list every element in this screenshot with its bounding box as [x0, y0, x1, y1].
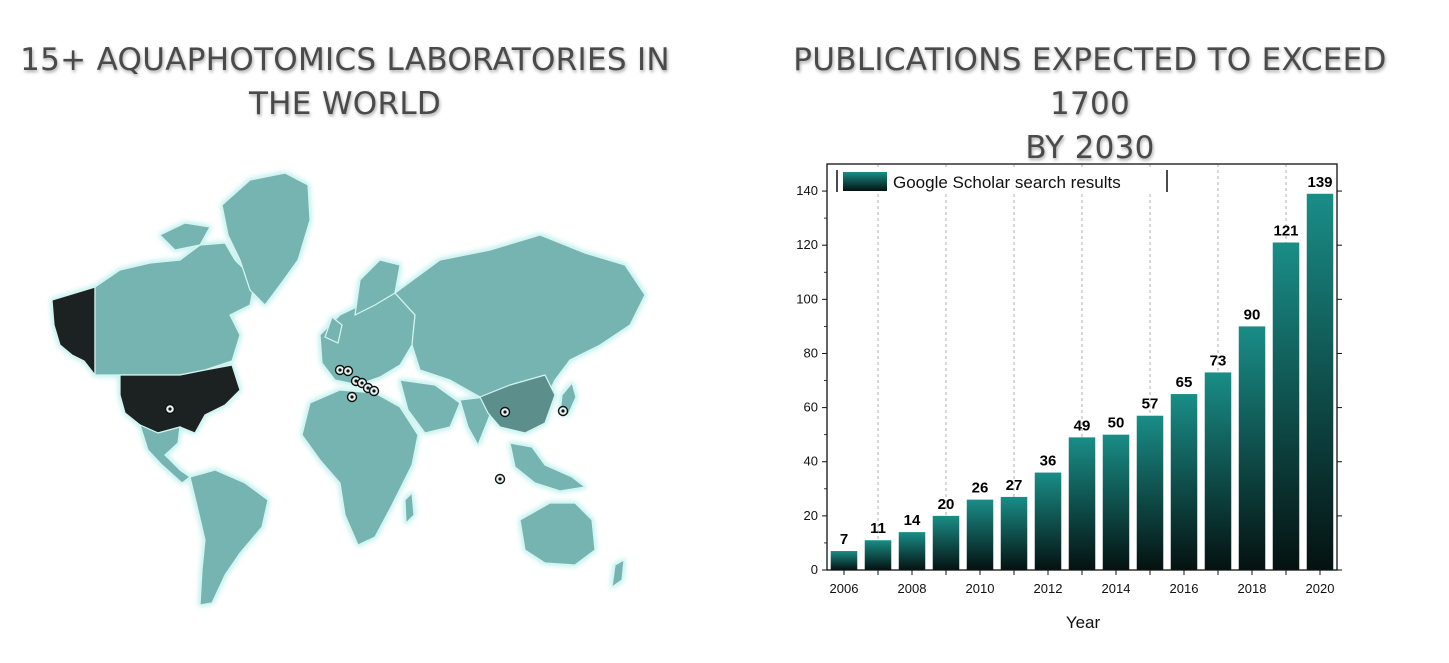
lab-marker-dot: [346, 369, 350, 373]
y-tick-label: 80: [804, 345, 818, 360]
russia-asia-region: [394, 234, 646, 406]
bar-2012: [1034, 472, 1062, 570]
lab-marker-dot: [338, 368, 342, 372]
alaska-region: [51, 286, 96, 377]
china-region: [479, 374, 556, 434]
data-label-2019: 121: [1273, 222, 1298, 239]
map-title: 15+ AQUAPHOTOMICS LABORATORIES IN THE WO…: [10, 38, 680, 126]
data-label-2018: 90: [1244, 306, 1261, 323]
bar-2014: [1102, 434, 1130, 570]
data-label-2017: 73: [1210, 352, 1227, 369]
chart-title-line-1: PUBLICATIONS EXPECTED TO EXCEED 1700: [793, 42, 1387, 122]
bar-2013: [1068, 437, 1096, 570]
new-zealand-region: [611, 558, 625, 589]
bar-2016: [1170, 394, 1198, 570]
arctic-islands: [158, 222, 211, 251]
southeast-asia-region: [509, 442, 587, 492]
data-label-2008: 14: [904, 512, 921, 529]
bar-2020: [1306, 193, 1334, 571]
chart-title: PUBLICATIONS EXPECTED TO EXCEED 1700 BY …: [750, 38, 1430, 170]
lab-marker-dot: [561, 409, 565, 413]
bar-2008: [898, 532, 926, 570]
scandinavia-region: [354, 259, 401, 317]
x-tick-label: 2010: [966, 581, 995, 596]
legend-label: Google Scholar search results: [893, 173, 1121, 192]
bar-2019: [1272, 242, 1300, 570]
bar-2017: [1204, 372, 1232, 570]
x-tick-label: 2006: [830, 581, 859, 596]
lab-marker-dot: [503, 410, 507, 414]
canada-region: [94, 242, 256, 376]
lab-marker-dot: [372, 389, 376, 393]
data-label-2014: 50: [1108, 415, 1125, 432]
uk-region: [324, 316, 343, 344]
x-tick-label: 2018: [1238, 581, 1267, 596]
bar-2009: [932, 515, 960, 570]
madagascar-region: [404, 491, 415, 525]
legend-box: [834, 168, 1170, 194]
x-tick-label: 2008: [898, 581, 927, 596]
map-title-line-1: 15+ AQUAPHOTOMICS LABORATORIES IN: [20, 42, 670, 78]
y-tick-label: 20: [804, 508, 818, 523]
y-tick-label: 100: [796, 291, 818, 306]
world-map: [51, 172, 646, 606]
usa-region: [119, 364, 241, 434]
lab-marker-dot: [354, 379, 358, 383]
lab-marker-dot: [498, 477, 502, 481]
chart-title-line-2: BY 2030: [1025, 130, 1155, 166]
data-label-2015: 57: [1142, 396, 1159, 413]
lab-marker-dot: [168, 407, 172, 411]
publications-bar-chart: 7 11 14 20 26 27 36 49 50 57 65 73 90 121 139 0 20 40 60 8…: [796, 163, 1342, 632]
data-label-2013: 49: [1074, 417, 1091, 434]
lab-marker-dot: [350, 395, 354, 399]
bars: 7 11 14 20 26 27 36 49 50 57 65 73 90 121 139: [830, 174, 1334, 571]
y-tick-label: 120: [796, 237, 818, 252]
mexico-region: [139, 423, 192, 484]
south-america-region: [189, 469, 269, 606]
bar-2015: [1136, 415, 1164, 570]
data-label-2007: 11: [870, 520, 886, 537]
bar-2006: [830, 551, 858, 570]
data-label-2006: 7: [840, 531, 848, 548]
y-tick-label: 140: [796, 183, 818, 198]
x-tick-label: 2020: [1306, 581, 1335, 596]
data-label-2020: 139: [1307, 174, 1332, 191]
data-label-2012: 36: [1040, 453, 1057, 470]
data-label-2016: 65: [1176, 374, 1193, 391]
y-tick-label: 60: [804, 400, 818, 415]
x-axis-title: Year: [1066, 613, 1101, 632]
bar-2018: [1238, 326, 1266, 570]
australia-region: [519, 502, 596, 566]
lab-marker-dot: [366, 386, 370, 390]
x-tick-label: 2014: [1102, 581, 1131, 596]
bar-2011: [1000, 496, 1028, 570]
map-title-line-2: THE WORLD: [248, 86, 442, 122]
data-label-2011: 27: [1006, 477, 1023, 494]
x-tick-label: 2012: [1034, 581, 1063, 596]
middle-east-region: [399, 379, 461, 434]
y-tick-label: 40: [804, 454, 818, 469]
data-label-2009: 20: [938, 496, 955, 513]
lab-marker-dot: [360, 381, 364, 385]
greenland-region: [221, 172, 311, 306]
bar-2007: [864, 540, 892, 570]
x-tick-label: 2016: [1170, 581, 1199, 596]
legend: Google Scholar search results: [834, 168, 1170, 194]
africa-region: [301, 389, 419, 546]
data-label-2010: 26: [972, 480, 989, 497]
legend-swatch: [843, 172, 887, 191]
bar-2010: [966, 499, 994, 570]
y-tick-label: 0: [811, 562, 818, 577]
